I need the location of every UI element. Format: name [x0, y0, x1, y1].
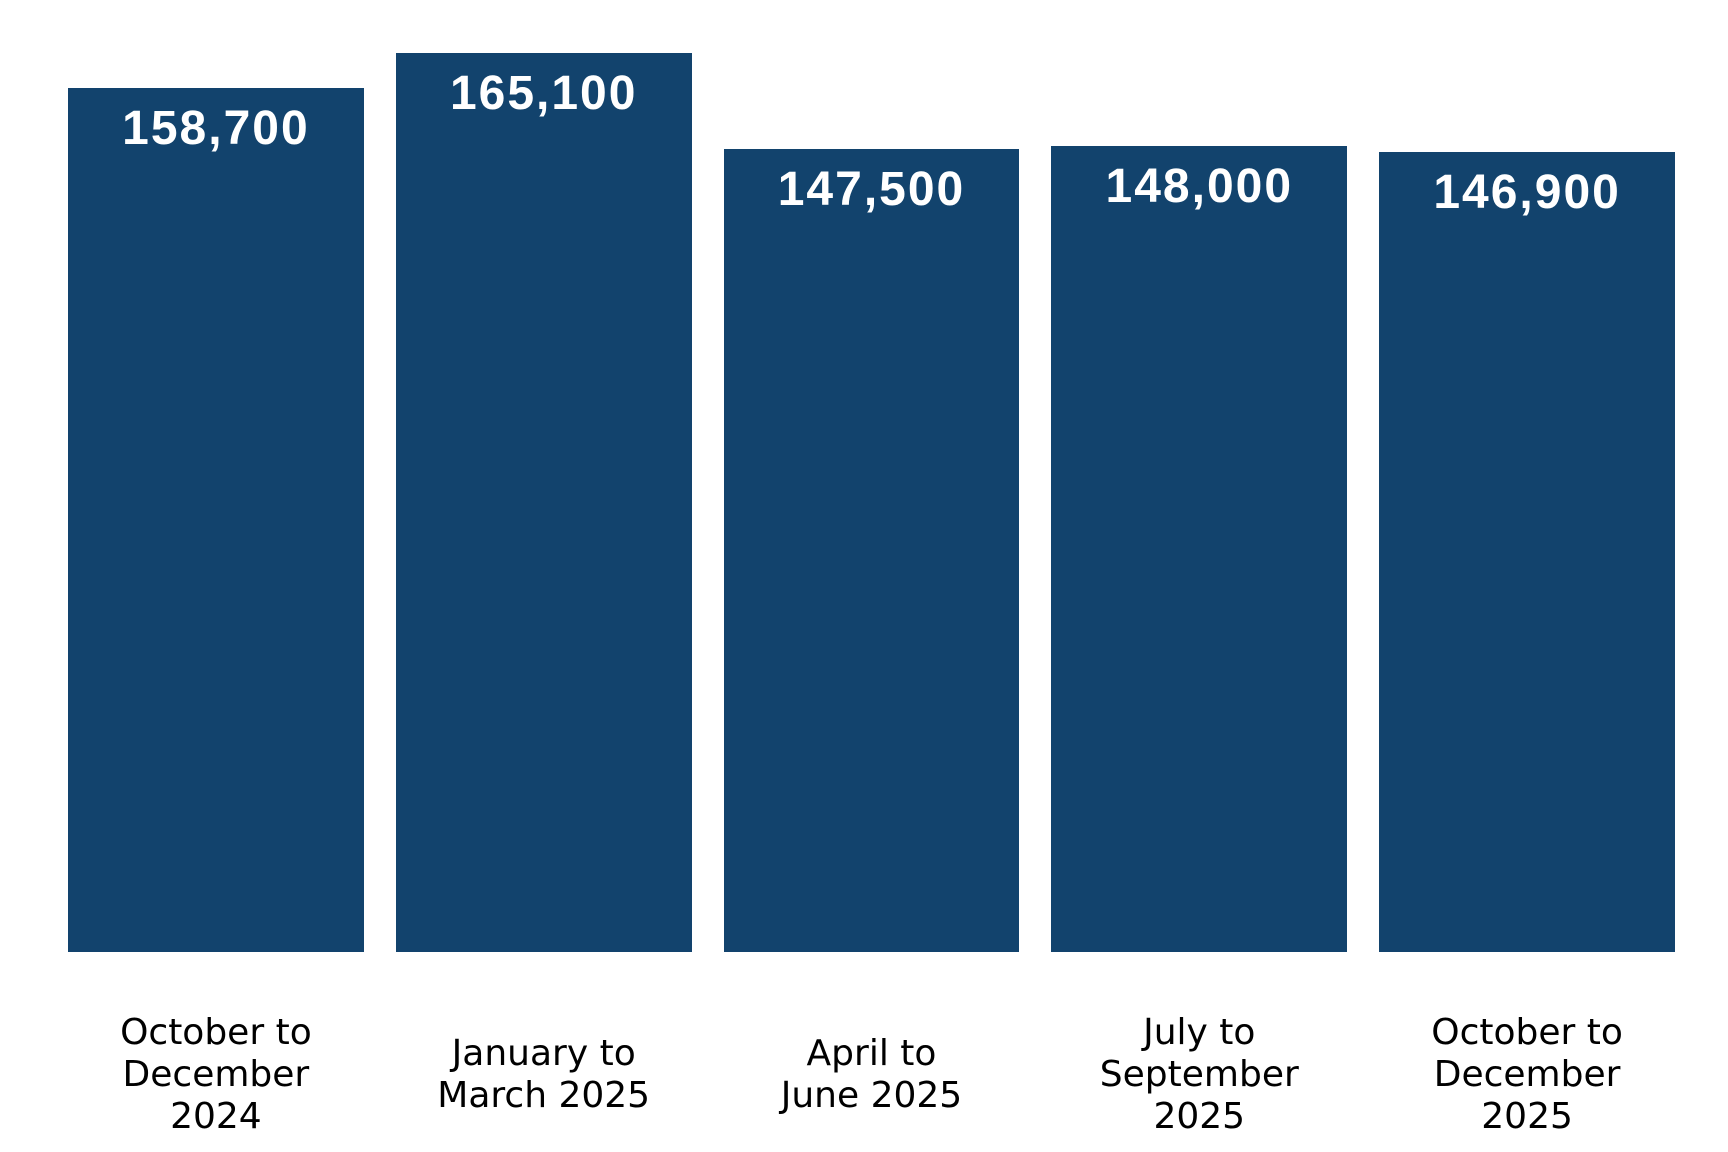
- category-axis: October to December 2024 January to March 20…: [68, 1000, 1675, 1150]
- category-label-line: July to: [1143, 1012, 1256, 1053]
- plot-area: 158,700 165,100 147,500 148,000 146,900: [68, 53, 1675, 952]
- category-label-line: January to: [451, 1033, 636, 1074]
- bar-value-label: 147,500: [777, 163, 966, 216]
- category-label-5: October to December 2025: [1379, 1012, 1675, 1138]
- category-label-line: 2025: [1153, 1096, 1246, 1137]
- category-label-line: April to: [806, 1033, 937, 1074]
- category-label-line: June 2025: [780, 1075, 963, 1116]
- category-label-line: December: [1433, 1054, 1621, 1095]
- category-label-line: October to: [1431, 1012, 1623, 1053]
- category-label-line: March 2025: [437, 1075, 651, 1116]
- bar-value-label: 165,100: [449, 67, 638, 120]
- category-label-2: January to March 2025: [396, 1033, 692, 1117]
- bar-4: 148,000: [1051, 146, 1348, 952]
- bar-5: 146,900: [1379, 152, 1675, 952]
- bar-value-label: 148,000: [1105, 160, 1294, 213]
- bar-3: 147,500: [723, 149, 1020, 952]
- bar-value-label: 158,700: [122, 102, 310, 155]
- category-label-3: April to June 2025: [724, 1033, 1020, 1117]
- category-label-1: October to December 2024: [68, 1012, 364, 1138]
- category-label-line: October to: [120, 1012, 312, 1053]
- category-label-line: 2024: [170, 1096, 262, 1137]
- category-label-4: July to September 2025: [1051, 1012, 1347, 1138]
- category-label-line: December: [122, 1054, 310, 1095]
- category-label-line: 2025: [1481, 1096, 1573, 1137]
- bar-2: 165,100: [395, 53, 692, 952]
- bar-value-label: 146,900: [1433, 166, 1621, 219]
- category-label-line: September: [1099, 1054, 1299, 1095]
- bar-1: 158,700: [68, 88, 364, 952]
